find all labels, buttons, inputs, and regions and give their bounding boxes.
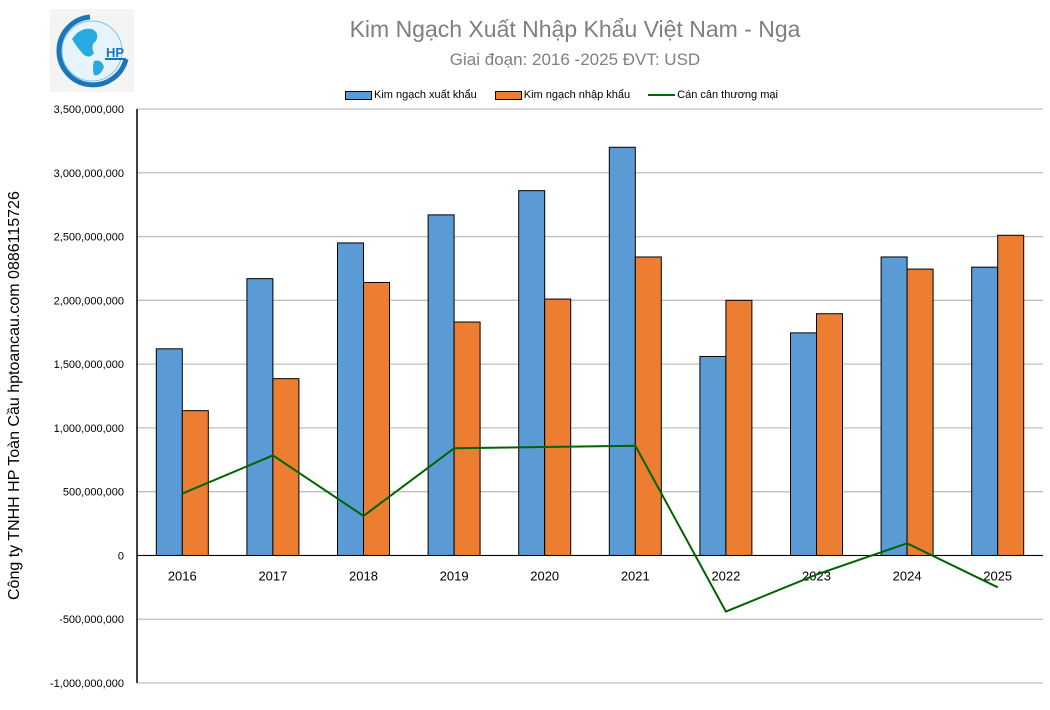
x-tick-label: 2025	[983, 568, 1012, 583]
x-tick-label: 2020	[530, 568, 559, 583]
export-bar	[608, 146, 636, 556]
export-bar	[246, 278, 274, 556]
import-bar	[453, 321, 481, 556]
y-tick-label: -1,000,000,000	[50, 678, 124, 690]
legend-item-import: Kim ngạch nhập khẩu	[494, 89, 631, 101]
export-swatch-icon	[345, 90, 372, 100]
company-logo: HP	[50, 9, 134, 92]
import-bar	[363, 281, 390, 556]
export-bar	[699, 355, 727, 556]
x-axis-ticks: 2016 2017 2018 2019 2020 2021 2022 2023 2024 2025	[168, 568, 1012, 583]
import-bar	[272, 378, 300, 556]
export-bar	[880, 256, 908, 556]
balance-line-icon	[648, 94, 676, 96]
export-bar	[971, 266, 999, 556]
x-tick-label: 2024	[893, 568, 922, 583]
y-tick-label: 3,500,000,000	[54, 104, 124, 116]
import-bar	[634, 256, 662, 556]
import-bar	[181, 410, 209, 556]
y-tick-label: 2,500,000,000	[54, 232, 124, 244]
y-tick-label: -500,000,000	[59, 614, 124, 626]
x-tick-label: 2019	[440, 568, 469, 583]
import-swatch-icon	[494, 90, 522, 100]
legend-item-balance: Cán cân thương mại	[648, 89, 778, 101]
chart-title: Kim Ngạch Xuất Nhập Khẩu Việt Nam - Nga	[349, 16, 801, 42]
import-bar	[725, 299, 753, 556]
import-bar	[816, 313, 843, 556]
import-bar	[997, 234, 1025, 556]
balance-line	[181, 444, 999, 613]
y-tick-label: 1,500,000,000	[54, 359, 124, 371]
y-tick-label: 500,000,000	[63, 487, 124, 499]
chart-subtitle: Giai đoạn: 2016 -2025 ĐVT: USD	[449, 50, 701, 69]
x-tick-label: 2018	[349, 568, 378, 583]
y-tick-label: 1,000,000,000	[54, 423, 124, 435]
legend-label-balance: Cán cân thương mại	[677, 89, 778, 101]
chart-legend: Kim ngạch xuất khẩu Kim ngạch nhập khẩu …	[345, 87, 796, 103]
y-tick-label: 3,000,000,000	[54, 168, 124, 180]
bar-series	[155, 146, 1025, 556]
svg-text:HP: HP	[106, 45, 124, 60]
legend-label-import: Kim ngạch nhập khẩu	[523, 89, 631, 101]
legend-label-export: Kim ngạch xuất khẩu	[374, 89, 477, 101]
export-bar	[518, 190, 546, 556]
import-bar	[906, 268, 934, 556]
x-tick-label: 2022	[711, 568, 740, 583]
export-bar	[155, 348, 183, 556]
x-tick-label: 2021	[621, 568, 650, 583]
export-bar	[337, 242, 364, 556]
import-bar	[544, 298, 572, 556]
x-tick-label: 2017	[258, 568, 287, 583]
export-bar	[427, 214, 455, 556]
y-tick-label: 2,000,000,000	[54, 295, 124, 307]
legend-item-export: Kim ngạch xuất khẩu	[345, 89, 477, 101]
x-tick-label: 2016	[168, 568, 197, 583]
y-axis-ticks: 3,500,000,000 3,000,000,000 2,500,000,000 2…	[50, 104, 124, 690]
y-tick-label: 0	[118, 550, 124, 562]
export-bar	[790, 332, 817, 556]
